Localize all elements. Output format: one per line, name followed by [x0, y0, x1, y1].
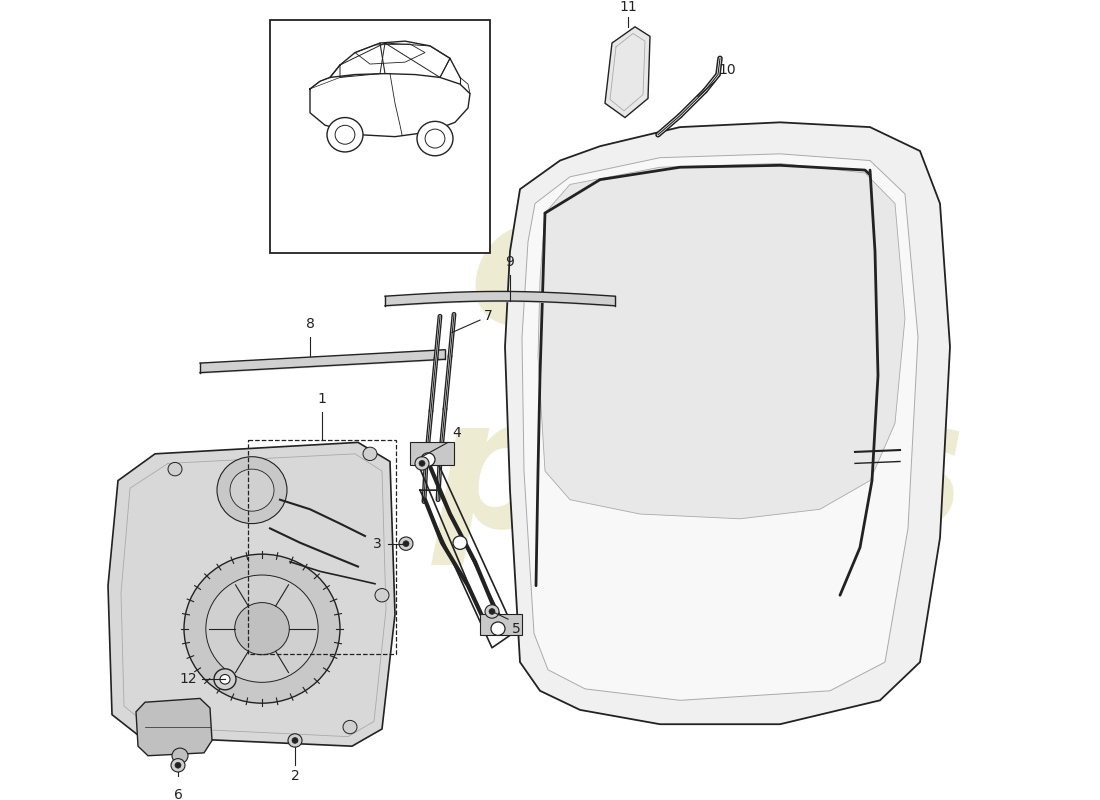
- Circle shape: [172, 748, 188, 763]
- Polygon shape: [505, 122, 950, 724]
- Text: a passion for parts since 1985: a passion for parts since 1985: [513, 490, 807, 510]
- Text: 5: 5: [512, 622, 520, 636]
- Circle shape: [419, 461, 425, 466]
- FancyBboxPatch shape: [410, 442, 454, 466]
- Bar: [270, 20, 490, 254]
- Circle shape: [206, 575, 318, 682]
- Polygon shape: [136, 698, 212, 756]
- Circle shape: [230, 469, 274, 511]
- Polygon shape: [605, 26, 650, 118]
- Circle shape: [292, 738, 298, 743]
- Circle shape: [491, 622, 505, 635]
- Circle shape: [453, 536, 468, 550]
- Circle shape: [425, 129, 444, 148]
- Text: 11: 11: [619, 0, 637, 14]
- Text: 4: 4: [452, 426, 461, 439]
- Circle shape: [363, 447, 377, 461]
- Circle shape: [415, 457, 429, 470]
- Circle shape: [343, 720, 358, 734]
- Circle shape: [336, 126, 355, 144]
- Text: 3: 3: [373, 537, 382, 550]
- Circle shape: [155, 714, 169, 728]
- Text: 2: 2: [290, 769, 299, 783]
- Circle shape: [175, 762, 182, 768]
- Circle shape: [421, 453, 434, 466]
- Text: 10: 10: [718, 63, 736, 78]
- Text: 9: 9: [506, 254, 515, 269]
- Circle shape: [288, 734, 302, 747]
- Text: 8: 8: [306, 317, 315, 330]
- Text: 1: 1: [318, 392, 327, 406]
- Circle shape: [490, 609, 495, 614]
- Polygon shape: [108, 442, 395, 746]
- Circle shape: [214, 669, 236, 690]
- Circle shape: [220, 674, 230, 684]
- Circle shape: [217, 457, 287, 523]
- Text: 12: 12: [179, 672, 197, 686]
- Circle shape: [399, 537, 412, 550]
- FancyBboxPatch shape: [480, 614, 522, 635]
- Circle shape: [417, 122, 453, 156]
- Text: 7: 7: [484, 310, 493, 323]
- Circle shape: [327, 118, 363, 152]
- Text: 6: 6: [174, 788, 183, 800]
- Circle shape: [234, 602, 289, 654]
- Circle shape: [170, 758, 185, 772]
- Text: euro
parts: euro parts: [433, 186, 967, 566]
- Circle shape: [485, 605, 499, 618]
- Polygon shape: [522, 154, 918, 700]
- Circle shape: [403, 541, 409, 546]
- Circle shape: [184, 554, 340, 703]
- Polygon shape: [538, 163, 905, 519]
- Circle shape: [375, 589, 389, 602]
- Circle shape: [168, 462, 182, 476]
